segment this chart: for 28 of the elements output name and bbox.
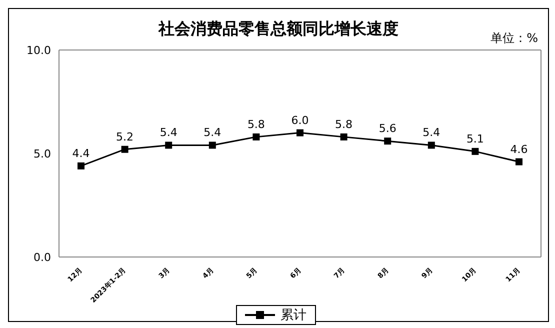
data-label: 4.4 xyxy=(72,146,90,160)
point xyxy=(296,129,304,136)
data-label: 5.4 xyxy=(160,126,178,140)
data-label: 5.8 xyxy=(247,118,265,131)
point xyxy=(384,138,392,145)
point xyxy=(252,133,260,140)
point xyxy=(428,142,435,149)
chart-title: 社会消费品零售总额同比增长速度 xyxy=(158,19,398,38)
point xyxy=(516,158,522,166)
point xyxy=(121,146,128,153)
y-tick-label: 10.0 xyxy=(26,44,51,57)
data-label: 5.2 xyxy=(116,130,134,144)
legend-label: 累计 xyxy=(280,307,306,324)
data-label: 6.0 xyxy=(291,114,309,127)
text: 单位：% xyxy=(490,30,538,47)
point xyxy=(472,148,479,155)
point xyxy=(340,133,348,140)
data-label: 5.6 xyxy=(378,122,396,136)
point xyxy=(78,162,84,170)
y-tick-label: 5.0 xyxy=(34,147,51,160)
data-label: 5.4 xyxy=(422,126,440,140)
data-label: 5.4 xyxy=(204,126,222,140)
data-label: 5.1 xyxy=(466,132,484,146)
data-label: 4.6 xyxy=(510,142,528,156)
point xyxy=(208,142,216,149)
data-label: 5.8 xyxy=(335,118,353,131)
point xyxy=(165,142,172,149)
y-tick-label: 0.0 xyxy=(34,250,51,264)
